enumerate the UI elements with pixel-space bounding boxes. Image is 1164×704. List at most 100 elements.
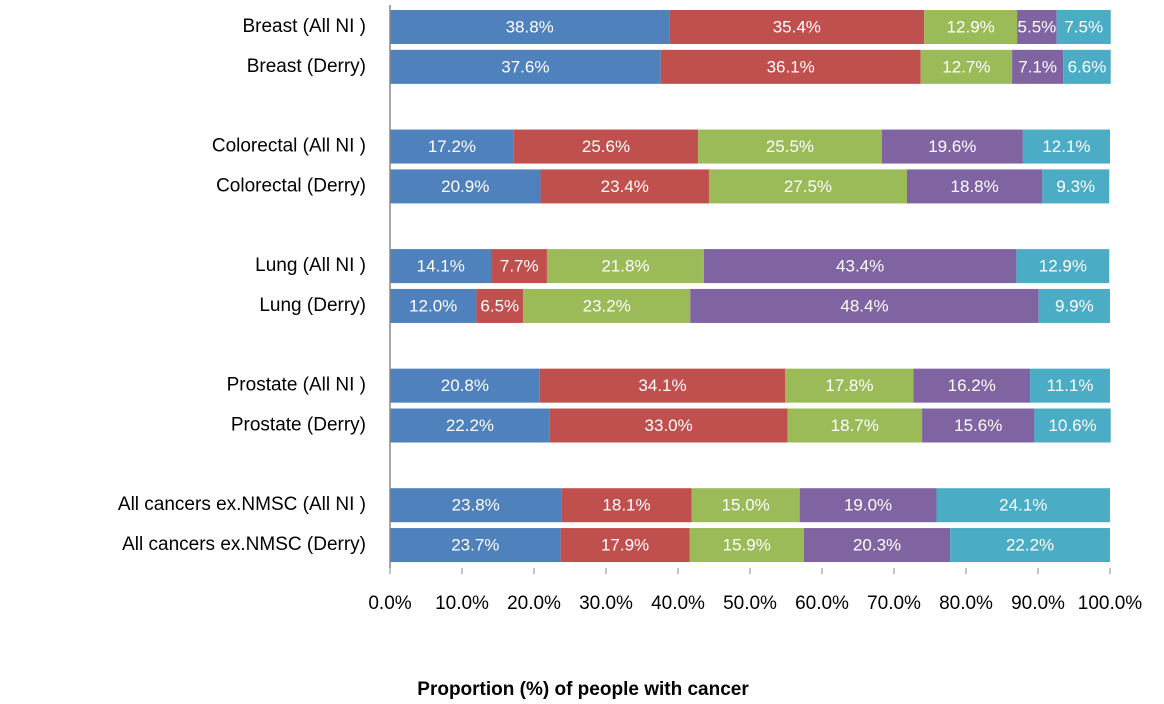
bar-segment	[906, 169, 1043, 204]
x-axis-title: Proportion (%) of people with cancer	[417, 679, 749, 700]
bar-segment	[1012, 49, 1064, 84]
data-label: 7.5%	[1064, 17, 1103, 36]
y-tick-label: Breast (All NI )	[242, 16, 366, 37]
bar-segment	[560, 528, 690, 563]
data-label: 37.6%	[501, 57, 549, 76]
data-label: 11.1%	[1047, 376, 1094, 395]
y-tick-label: Colorectal (All NI )	[212, 136, 366, 157]
bar-segment	[549, 408, 788, 443]
bar-segment	[476, 288, 524, 323]
data-label: 15.9%	[723, 536, 771, 555]
bar-segment	[1030, 368, 1110, 403]
data-label: 9.3%	[1056, 177, 1095, 196]
y-tick-label: Lung (Derry)	[259, 295, 366, 316]
bar-segment	[390, 129, 514, 164]
data-label: 23.8%	[452, 496, 500, 515]
x-tick-label: 0.0%	[368, 593, 411, 614]
bar-segment	[1034, 408, 1111, 443]
data-label: 20.8%	[441, 376, 489, 395]
data-label: 10.6%	[1048, 416, 1096, 435]
data-label: 6.5%	[480, 296, 519, 315]
x-tick-label: 100.0%	[1078, 593, 1143, 614]
x-tick-label: 80.0%	[939, 593, 993, 614]
bar-segment	[1056, 10, 1111, 44]
data-label: 12.1%	[1042, 137, 1090, 156]
data-label: 5.5%	[1018, 17, 1057, 36]
bar-segment	[660, 49, 921, 84]
data-label: 16.2%	[948, 376, 996, 395]
data-label: 17.9%	[601, 536, 649, 555]
data-label: 19.6%	[928, 137, 976, 156]
y-tick-label: All cancers ex.NMSC (Derry)	[122, 534, 366, 555]
x-tick-label: 70.0%	[867, 593, 921, 614]
bar-segment	[698, 129, 882, 164]
bar-segment	[540, 169, 709, 204]
data-label: 36.1%	[767, 57, 815, 76]
data-label: 22.2%	[1006, 536, 1054, 555]
bar-segment	[390, 169, 541, 204]
bar-segment	[708, 169, 907, 204]
y-tick-label: All cancers ex.NMSC (All NI )	[118, 494, 366, 515]
data-label: 35.4%	[773, 17, 821, 36]
data-label: 18.8%	[951, 177, 999, 196]
bar-segment	[950, 528, 1110, 563]
bar-segment	[1022, 129, 1110, 164]
data-label: 12.7%	[942, 57, 990, 76]
bar-segment	[390, 249, 492, 284]
bar-segment	[799, 488, 937, 523]
bar-segment	[691, 488, 800, 523]
x-tick-label: 90.0%	[1011, 593, 1065, 614]
bar-segment	[1017, 10, 1057, 44]
data-label: 12.9%	[1039, 257, 1087, 276]
bar-segment	[690, 288, 1039, 323]
bar-segment	[491, 249, 547, 284]
data-label: 25.6%	[582, 137, 630, 156]
x-tick-label: 60.0%	[795, 593, 849, 614]
bar-segment	[920, 49, 1013, 84]
data-label: 15.0%	[722, 496, 770, 515]
bar-segment	[390, 368, 540, 403]
bar-segment	[513, 129, 699, 164]
data-label: 22.2%	[446, 416, 494, 435]
bar-segment	[1063, 49, 1111, 84]
bar-segment	[390, 288, 477, 323]
data-label: 17.2%	[428, 137, 476, 156]
x-tick-label: 20.0%	[507, 593, 561, 614]
data-label: 7.7%	[500, 257, 539, 276]
x-tick-label: 10.0%	[435, 593, 489, 614]
bar-segment	[1016, 249, 1110, 284]
bar-segment	[913, 368, 1031, 403]
data-label: 25.5%	[766, 137, 814, 156]
bar-segment	[390, 49, 661, 84]
data-label: 23.2%	[583, 296, 631, 315]
y-tick-label: Lung (All NI )	[255, 255, 366, 276]
bar-segment	[523, 288, 691, 323]
bar-segment	[390, 528, 561, 563]
data-label: 17.8%	[825, 376, 873, 395]
data-label: 27.5%	[784, 177, 832, 196]
data-label: 19.0%	[844, 496, 892, 515]
data-label: 34.1%	[638, 376, 686, 395]
data-label: 12.0%	[409, 296, 457, 315]
data-label: 33.0%	[645, 416, 693, 435]
data-label: 18.1%	[602, 496, 650, 515]
bar-segment	[936, 488, 1110, 523]
bar-segment	[390, 408, 550, 443]
data-label: 18.7%	[831, 416, 879, 435]
y-tick-label: Breast (Derry)	[247, 56, 366, 77]
bar-segment	[390, 488, 562, 523]
bar-segment	[689, 528, 804, 563]
data-label: 38.8%	[506, 17, 554, 36]
data-label: 23.4%	[601, 177, 649, 196]
x-tick-label: 50.0%	[723, 593, 777, 614]
bar-segment	[785, 368, 914, 403]
data-label: 23.7%	[451, 536, 499, 555]
bar-segment	[390, 10, 670, 44]
y-tick-label: Prostate (All NI )	[227, 375, 366, 396]
x-tick-label: 30.0%	[579, 593, 633, 614]
data-label: 12.9%	[947, 17, 995, 36]
x-tick-label: 40.0%	[651, 593, 705, 614]
data-label: 24.1%	[999, 496, 1047, 515]
y-tick-label: Colorectal (Derry)	[216, 175, 366, 196]
